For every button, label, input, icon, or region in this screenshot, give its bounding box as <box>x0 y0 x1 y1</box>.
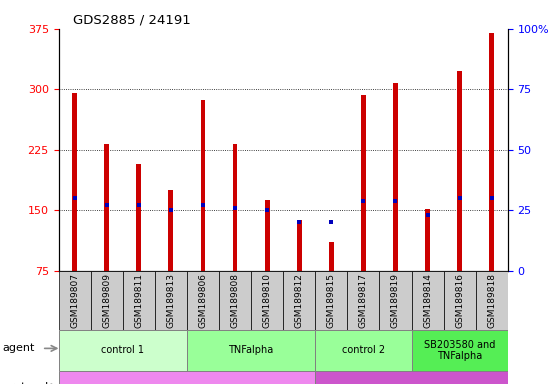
Bar <box>379 271 411 330</box>
Text: GSM189806: GSM189806 <box>199 273 208 328</box>
Text: GSM189814: GSM189814 <box>423 273 432 328</box>
Bar <box>155 271 187 330</box>
Bar <box>393 83 398 271</box>
Text: TNFalpha: TNFalpha <box>228 345 274 356</box>
Bar <box>315 371 508 384</box>
Text: GSM189818: GSM189818 <box>487 273 496 328</box>
Text: GSM189807: GSM189807 <box>70 273 79 328</box>
Text: GSM189816: GSM189816 <box>455 273 464 328</box>
Text: GSM189808: GSM189808 <box>230 273 239 328</box>
Bar <box>169 190 174 271</box>
Bar <box>136 164 141 271</box>
Text: GSM189815: GSM189815 <box>327 273 336 328</box>
Bar <box>59 271 90 330</box>
Text: agent: agent <box>3 343 35 353</box>
Bar <box>347 271 379 330</box>
Bar <box>425 209 430 271</box>
Bar <box>444 271 475 330</box>
Bar <box>329 243 334 271</box>
Bar <box>283 271 315 330</box>
Text: GSM189810: GSM189810 <box>263 273 272 328</box>
Text: GSM189811: GSM189811 <box>134 273 143 328</box>
Text: control 1: control 1 <box>101 345 145 356</box>
Bar <box>489 33 494 271</box>
Bar <box>264 200 270 271</box>
Bar <box>315 330 411 371</box>
Bar <box>123 271 155 330</box>
Bar <box>59 330 187 371</box>
Text: GSM189809: GSM189809 <box>102 273 111 328</box>
Bar <box>315 271 347 330</box>
Bar <box>457 71 462 271</box>
Bar <box>187 271 219 330</box>
Bar <box>187 330 315 371</box>
Text: GSM189817: GSM189817 <box>359 273 368 328</box>
Text: control 2: control 2 <box>342 345 385 356</box>
Bar <box>59 371 315 384</box>
Text: GSM189812: GSM189812 <box>295 273 304 328</box>
Bar <box>411 330 508 371</box>
Bar <box>411 271 444 330</box>
Bar <box>475 271 508 330</box>
Text: GDS2885 / 24191: GDS2885 / 24191 <box>73 13 190 26</box>
Text: SB203580 and
TNFalpha: SB203580 and TNFalpha <box>424 339 496 361</box>
Text: GSM189813: GSM189813 <box>166 273 175 328</box>
Bar <box>251 271 283 330</box>
Bar <box>72 93 77 271</box>
Text: GSM189819: GSM189819 <box>391 273 400 328</box>
Bar <box>219 271 251 330</box>
Bar <box>233 144 238 271</box>
Bar <box>200 100 205 271</box>
Bar <box>361 95 366 271</box>
Bar <box>104 144 109 271</box>
Bar <box>90 271 123 330</box>
Text: protocol: protocol <box>3 382 48 384</box>
Bar <box>297 220 302 271</box>
